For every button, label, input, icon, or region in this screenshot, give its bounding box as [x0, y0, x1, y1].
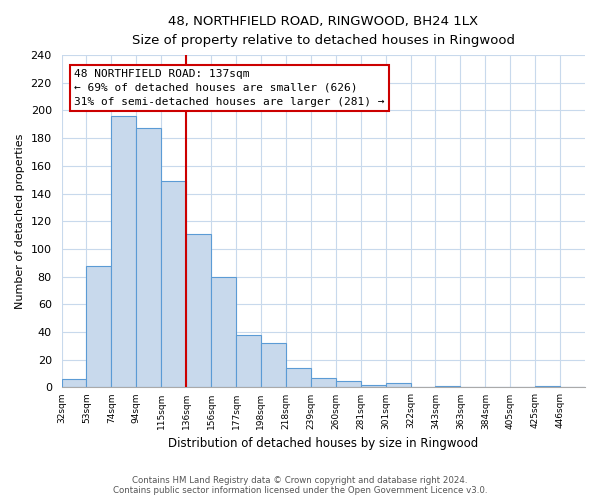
Bar	[436, 386, 460, 388]
Title: 48, NORTHFIELD ROAD, RINGWOOD, BH24 1LX
Size of property relative to detached ho: 48, NORTHFIELD ROAD, RINGWOOD, BH24 1LX …	[132, 15, 515, 47]
Bar	[535, 386, 560, 388]
Text: 48 NORTHFIELD ROAD: 137sqm
← 69% of detached houses are smaller (626)
31% of sem: 48 NORTHFIELD ROAD: 137sqm ← 69% of deta…	[74, 69, 385, 107]
Bar	[261, 343, 286, 388]
Bar	[361, 384, 386, 388]
Bar	[236, 335, 261, 388]
Bar	[311, 378, 336, 388]
Bar	[86, 266, 112, 388]
Bar	[386, 384, 410, 388]
Bar	[186, 234, 211, 388]
Bar	[62, 379, 86, 388]
Bar	[136, 128, 161, 388]
Bar	[336, 380, 361, 388]
Bar	[161, 181, 186, 388]
Bar	[211, 276, 236, 388]
Y-axis label: Number of detached properties: Number of detached properties	[15, 134, 25, 309]
Text: Contains HM Land Registry data © Crown copyright and database right 2024.
Contai: Contains HM Land Registry data © Crown c…	[113, 476, 487, 495]
Bar	[286, 368, 311, 388]
X-axis label: Distribution of detached houses by size in Ringwood: Distribution of detached houses by size …	[168, 437, 478, 450]
Bar	[112, 116, 136, 388]
